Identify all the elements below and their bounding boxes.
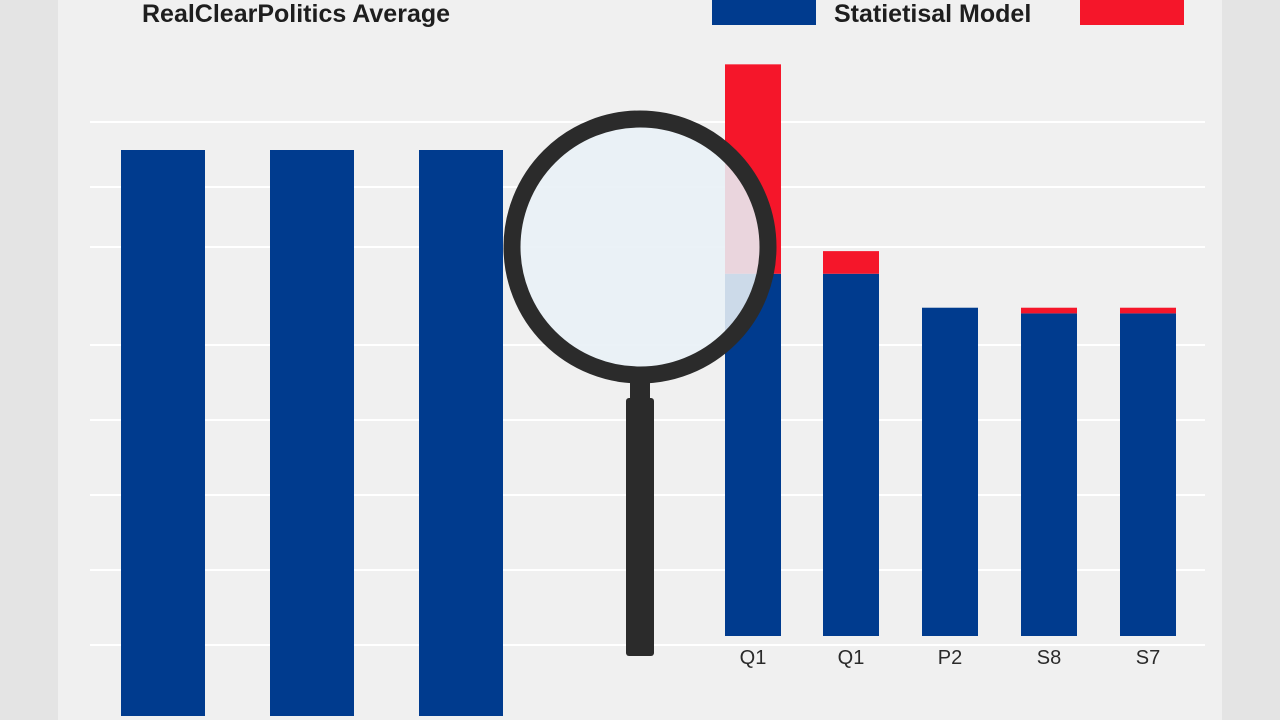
x-tick-labels: Q1 Q1 P2 S8 S7	[740, 647, 1161, 669]
x-tick-label: S8	[1037, 647, 1061, 669]
x-tick-label: Q1	[740, 647, 767, 669]
magnifier-lens	[503, 110, 777, 384]
legend-swatch-statistical-model	[1080, 0, 1184, 25]
bar-segment-realclearpolitics	[419, 150, 503, 716]
legend-label-statistical-model: Statietisal Model	[834, 0, 1031, 28]
bar-segment-realclearpolitics	[823, 273, 879, 636]
chart-title: RealClearPolitics Average	[142, 0, 450, 28]
x-tick-label: P2	[938, 647, 962, 669]
legend-swatch-realclearpolitics	[712, 0, 816, 25]
bar-segment-statistical-model	[1120, 307, 1176, 314]
bar-segment-realclearpolitics	[922, 307, 978, 636]
bar-segment-statistical-model	[1021, 307, 1077, 314]
magnifier-handle	[626, 398, 654, 656]
bar-segment-realclearpolitics	[1021, 313, 1077, 636]
bar-segment-statistical-model	[823, 251, 879, 274]
bar-segment-realclearpolitics	[270, 150, 354, 716]
x-tick-label: S7	[1136, 647, 1160, 669]
magnifying-glass-icon	[503, 110, 777, 656]
bars	[121, 64, 1176, 716]
legend: Statietisal Model	[712, 0, 1184, 28]
x-tick-label: Q1	[838, 647, 865, 669]
bar-segment-realclearpolitics	[121, 150, 205, 716]
bar-segment-realclearpolitics	[1120, 313, 1176, 636]
